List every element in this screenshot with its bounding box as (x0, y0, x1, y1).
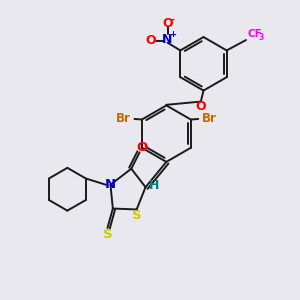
Text: O: O (196, 100, 206, 113)
Text: N: N (162, 33, 173, 46)
Text: Br: Br (202, 112, 217, 125)
Text: O: O (162, 17, 173, 30)
Text: O: O (145, 34, 156, 47)
Text: CF: CF (248, 28, 262, 38)
Text: O: O (136, 140, 148, 154)
Text: H: H (149, 179, 160, 192)
Text: -: - (171, 15, 175, 25)
Text: +: + (169, 31, 176, 40)
Text: S: S (103, 228, 112, 241)
Text: S: S (132, 209, 142, 223)
Text: 3: 3 (259, 32, 264, 41)
Text: Br: Br (116, 112, 131, 125)
Text: N: N (104, 178, 116, 191)
